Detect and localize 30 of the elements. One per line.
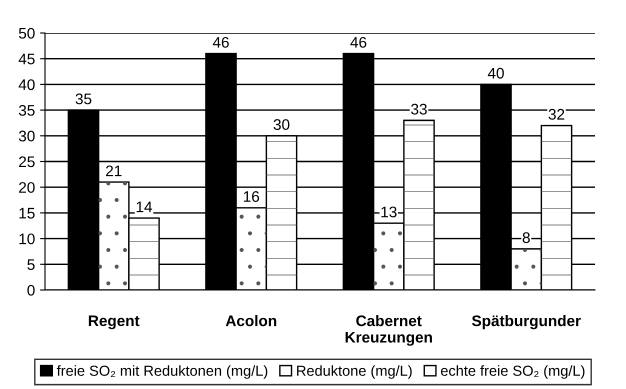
- data-label: 21: [106, 165, 122, 176]
- x-tick-label: Acolon: [226, 315, 276, 326]
- legend-label: Reduktone (mg/L): [297, 365, 412, 379]
- data-label: 46: [350, 36, 366, 48]
- data-label: 13: [381, 206, 397, 218]
- data-label: 32: [548, 108, 564, 120]
- y-tick-label: 10: [19, 233, 35, 244]
- y-tick-label: 0: [27, 284, 35, 296]
- data-label: 46: [212, 36, 229, 48]
- legend-label: echte freie SO₂ (mg/L): [440, 365, 584, 379]
- y-tick-label: 5: [27, 259, 35, 270]
- legend-label: freie SO₂ mit Reduktonen (mg/L): [56, 365, 268, 379]
- y-tick-label: 30: [18, 130, 35, 142]
- y-tick-label: 25: [19, 156, 35, 168]
- data-label: 8: [522, 232, 530, 244]
- data-label: 14: [136, 202, 152, 212]
- data-label: 35: [76, 93, 92, 104]
- y-tick-label: 15: [19, 208, 35, 219]
- x-tick-label: Regent: [88, 315, 140, 330]
- x-tick-label: Spätburgunder: [472, 315, 581, 330]
- data-label: 40: [488, 68, 504, 79]
- y-tick-label: 40: [18, 79, 35, 90]
- data-label: 30: [274, 119, 290, 130]
- y-tick-label: 35: [18, 104, 35, 116]
- y-tick-label: 45: [18, 54, 35, 64]
- data-label: 16: [244, 191, 260, 202]
- x-tick-label: Cabernet Kreuzungen: [346, 315, 432, 346]
- y-tick-label: 50: [18, 28, 35, 39]
- y-tick-label: 20: [19, 182, 35, 193]
- data-label: 33: [411, 104, 427, 115]
